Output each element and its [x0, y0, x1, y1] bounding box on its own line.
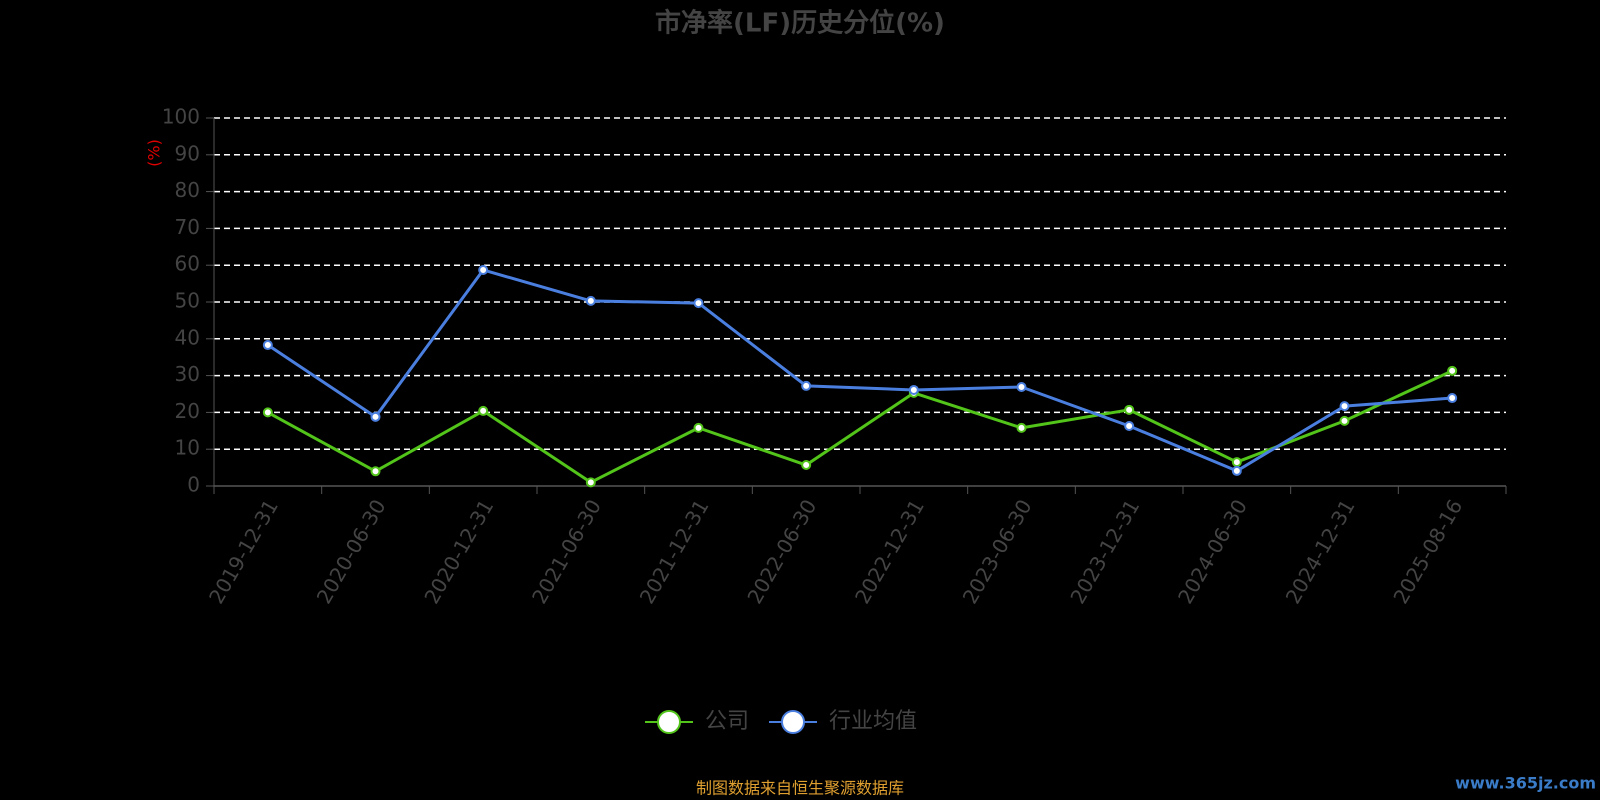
data-point	[478, 405, 489, 416]
data-point	[585, 295, 596, 306]
data-point	[1124, 421, 1135, 432]
series-line	[267, 369, 1453, 484]
data-point	[1339, 401, 1350, 412]
legend-label: 行业均值	[829, 709, 917, 734]
data-point	[693, 298, 704, 309]
watermark: www.365jz.com	[1455, 774, 1596, 793]
x-tick-label: 2023-06-30	[958, 495, 1037, 608]
x-tick-label: 2022-12-31	[850, 495, 929, 608]
x-tick-label: 2019-12-31	[204, 495, 283, 608]
data-point	[1231, 465, 1242, 476]
data-point	[1016, 382, 1027, 393]
y-tick-label: 80	[175, 178, 200, 202]
y-tick-label: 30	[175, 362, 200, 386]
y-tick-label: 70	[175, 215, 200, 239]
y-tick-label: 10	[175, 436, 200, 460]
y-tick-label: 90	[175, 141, 200, 165]
x-tick-label: 2023-12-31	[1065, 495, 1144, 608]
legend-marker	[781, 710, 806, 734]
data-point	[262, 340, 273, 351]
legend-marker	[657, 710, 681, 734]
y-tick-label: 0	[187, 473, 200, 497]
data-point	[1447, 365, 1458, 376]
source-note: 制图数据来自恒生聚源数据库	[696, 779, 904, 798]
data-point	[1231, 457, 1242, 468]
data-point	[801, 380, 812, 391]
x-tick-label: 2020-12-31	[419, 495, 498, 608]
x-tick-label: 2020-06-30	[312, 495, 391, 608]
legend-label: 公司	[705, 709, 749, 734]
x-tick-label: 2021-06-30	[527, 495, 606, 608]
data-point	[585, 477, 596, 488]
data-point	[801, 460, 812, 471]
data-point	[478, 264, 489, 275]
chart-title: 市净率(LF)历史分位(%)	[655, 8, 945, 39]
y-tick-label: 40	[175, 325, 200, 349]
data-point	[908, 384, 919, 395]
y-tick-label: 100	[162, 105, 200, 129]
data-point	[370, 411, 381, 422]
data-point	[370, 466, 381, 477]
data-point	[693, 422, 704, 433]
y-axis-label: (%)	[145, 139, 164, 167]
x-tick-label: 2022-06-30	[742, 495, 821, 608]
x-tick-label: 2024-06-30	[1173, 495, 1252, 608]
y-tick-label: 60	[175, 252, 200, 276]
data-point	[1339, 415, 1350, 426]
series-line	[267, 268, 1453, 473]
data-point	[1124, 404, 1135, 415]
x-tick-label: 2025-08-16	[1388, 495, 1467, 608]
legend-item: 行业均值	[769, 709, 917, 734]
data-point	[262, 407, 273, 418]
y-tick-label: 50	[175, 289, 200, 313]
data-point	[1016, 422, 1027, 433]
data-point	[1447, 393, 1458, 404]
y-tick-label: 20	[175, 399, 200, 423]
x-tick-label: 2024-12-31	[1281, 495, 1360, 608]
legend-item: 公司	[645, 709, 749, 734]
x-tick-label: 2021-12-31	[635, 495, 714, 608]
